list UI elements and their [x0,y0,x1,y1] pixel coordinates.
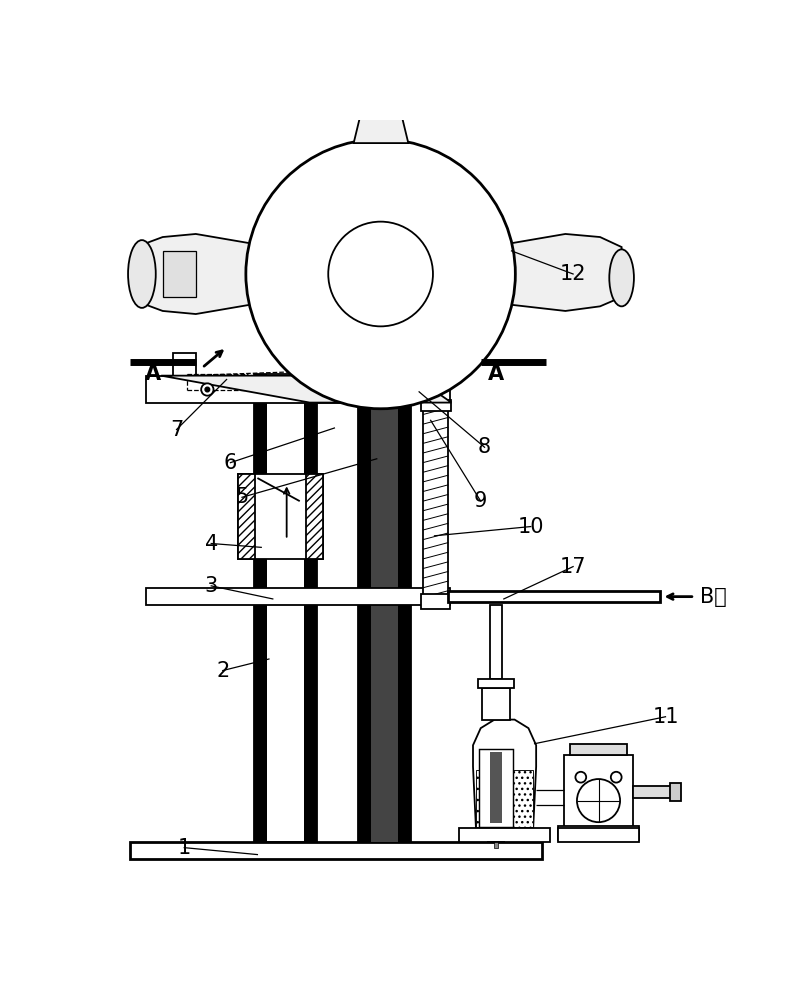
Bar [423,405,448,597]
Bar [371,351,397,842]
Bar [421,400,451,411]
Bar [131,842,543,859]
Bar [558,826,639,840]
Text: A: A [488,364,504,384]
Bar [476,770,533,827]
Bar [422,594,450,609]
Polygon shape [142,234,250,314]
Bar [238,474,255,559]
Bar [670,783,681,801]
Bar [173,353,195,376]
Text: 1: 1 [178,838,191,858]
Bar [459,828,550,842]
Bar [478,679,514,688]
Bar [558,828,639,842]
Text: 6: 6 [224,453,237,473]
Ellipse shape [328,222,433,326]
Bar [490,605,502,679]
Bar [238,474,323,559]
Bar [254,374,268,842]
Text: 7: 7 [170,420,183,440]
Bar [479,749,513,827]
Circle shape [611,772,621,783]
Polygon shape [512,234,621,311]
Circle shape [201,383,213,396]
Bar [494,841,499,848]
Text: 2: 2 [216,661,230,681]
Text: 8: 8 [478,437,491,457]
Text: 12: 12 [560,264,586,284]
Bar [564,755,633,828]
Text: 17: 17 [560,557,586,577]
Bar [410,376,431,403]
Polygon shape [473,720,536,831]
Bar [570,744,627,755]
Bar [306,474,323,559]
Circle shape [576,772,586,783]
Ellipse shape [128,240,156,308]
Bar [448,591,660,602]
Bar [146,376,450,403]
Text: 11: 11 [652,707,679,727]
Text: 10: 10 [517,517,544,537]
Polygon shape [161,376,452,403]
Circle shape [205,387,210,392]
Bar [483,688,510,720]
Ellipse shape [609,249,634,306]
Bar [254,374,317,842]
Polygon shape [354,102,408,143]
Text: 4: 4 [204,534,218,554]
Bar [358,374,371,842]
Bar [633,786,676,798]
Polygon shape [163,251,195,297]
Text: 9: 9 [474,491,487,511]
Ellipse shape [246,139,515,409]
Text: B向: B向 [700,587,727,607]
Circle shape [577,779,620,822]
Bar [397,374,411,842]
Bar [490,752,502,823]
Text: 3: 3 [204,576,218,596]
Text: 5: 5 [235,487,249,507]
Bar [358,374,411,842]
Text: A: A [145,364,161,384]
Bar [303,374,317,842]
Bar [146,588,450,605]
